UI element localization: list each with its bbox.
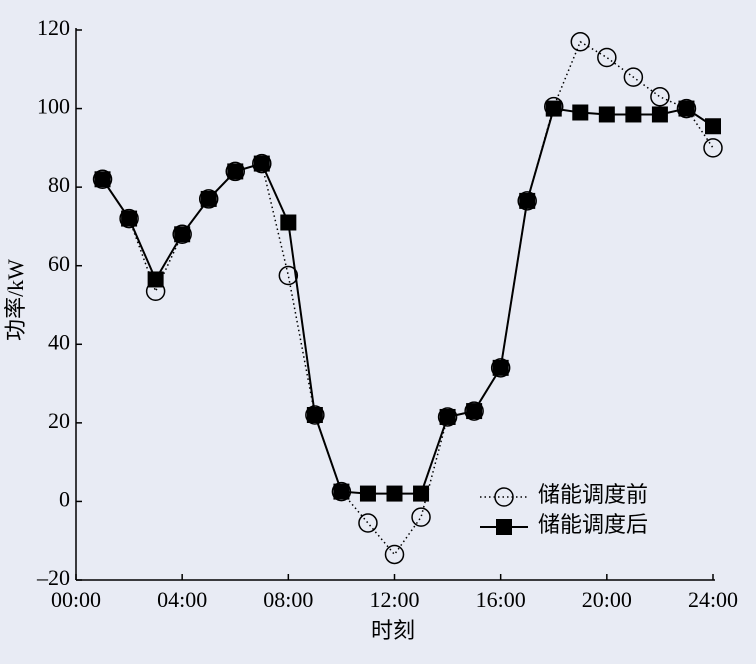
data-point — [437, 407, 458, 427]
data-point — [280, 214, 297, 231]
data-point — [92, 169, 113, 190]
data-point — [703, 138, 723, 158]
data-point — [597, 47, 617, 68]
data-point — [227, 163, 244, 180]
x-axis-label: 时刻 — [371, 618, 415, 643]
x-tick-label: 04:00 — [157, 587, 207, 612]
data-point — [384, 544, 405, 565]
x-tick-label: 24:00 — [688, 587, 738, 612]
y-axis-label: 功率/kW — [3, 259, 28, 341]
data-point — [570, 32, 591, 52]
y-tick-label: –20 — [36, 565, 70, 590]
legend-label: 储能调度前 — [538, 482, 648, 507]
y-tick-label: 20 — [48, 408, 70, 433]
x-tick-label: 12:00 — [369, 587, 419, 612]
legend-marker — [494, 487, 514, 507]
data-point — [492, 359, 509, 376]
data-point — [252, 153, 272, 174]
data-point — [519, 192, 536, 209]
data-point — [517, 191, 537, 211]
y-tick-label: 120 — [37, 15, 70, 40]
y-tick-label: 0 — [59, 486, 70, 511]
data-point — [198, 189, 219, 209]
y-tick-label: 40 — [48, 329, 70, 354]
data-point — [278, 265, 299, 286]
y-tick-label: 60 — [48, 251, 70, 276]
data-point — [413, 485, 430, 502]
data-point — [650, 87, 670, 107]
data-point — [464, 401, 484, 421]
data-point — [705, 118, 721, 135]
data-point — [386, 485, 403, 502]
y-tick-label: 80 — [48, 172, 70, 197]
data-point — [333, 483, 350, 500]
data-point — [306, 407, 323, 423]
data-point — [147, 271, 164, 288]
data-point — [490, 358, 511, 378]
data-point — [676, 98, 697, 119]
data-point — [94, 171, 111, 188]
data-point — [174, 226, 191, 243]
data-point — [625, 106, 642, 123]
data-point — [678, 100, 695, 117]
data-point — [121, 210, 138, 227]
data-point — [598, 106, 615, 123]
data-point — [358, 513, 378, 533]
legend-label: 储能调度后 — [538, 512, 648, 537]
data-point — [466, 403, 483, 420]
data-point — [359, 485, 376, 502]
data-point — [651, 106, 668, 123]
data-point — [200, 190, 217, 207]
data-point — [305, 405, 325, 425]
data-point — [623, 67, 644, 87]
series-line — [101, 107, 714, 495]
data-point — [439, 408, 456, 425]
data-point — [253, 155, 270, 172]
data-point — [119, 208, 139, 229]
data-point — [411, 507, 431, 527]
data-point — [225, 161, 245, 182]
x-tick-label: 00:00 — [51, 587, 101, 612]
legend-marker — [496, 519, 512, 535]
x-tick-label: 20:00 — [582, 587, 632, 612]
x-tick-label: 16:00 — [476, 587, 526, 612]
data-point — [545, 100, 562, 117]
y-tick-label: 100 — [37, 94, 70, 119]
x-tick-label: 08:00 — [263, 587, 313, 612]
data-point — [572, 104, 589, 121]
data-point — [172, 224, 192, 245]
series-line — [101, 40, 714, 556]
